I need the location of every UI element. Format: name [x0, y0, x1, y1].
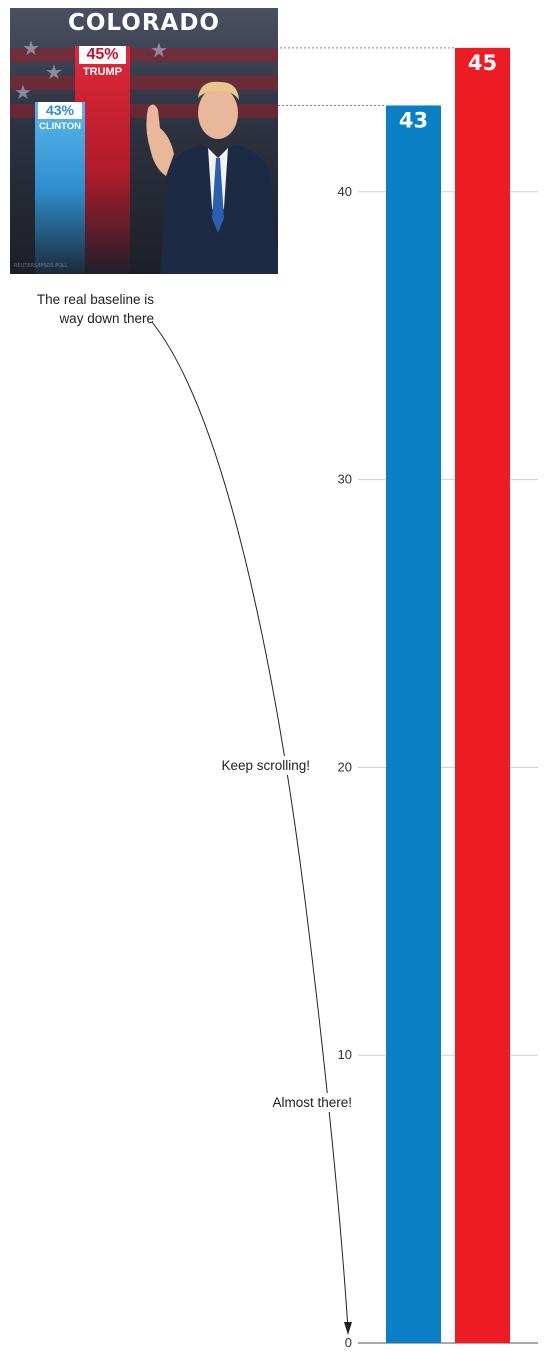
- annotation-baseline-line: The real baseline is: [36, 292, 154, 307]
- arrowhead-icon: [344, 1322, 352, 1335]
- annotation-baseline: The real baseline is way down there: [37, 290, 154, 328]
- y-tick-label: 40: [338, 184, 352, 199]
- bar-value-label: 43: [399, 108, 428, 132]
- inset-credit: REUTERS/IPSOS POLL: [14, 263, 68, 269]
- y-tick-label: 30: [338, 472, 352, 487]
- inset-clinton-name: CLINTON: [38, 121, 82, 132]
- y-tick-label: 10: [338, 1047, 352, 1062]
- bar-trump: [455, 47, 510, 1343]
- inset-label-clinton: 43% CLINTON: [35, 102, 85, 132]
- y-tick-label: 20: [338, 759, 352, 774]
- inset-trump-pct: 45%: [79, 46, 126, 64]
- inset-bar-clinton: [35, 102, 85, 274]
- inset-trump-name: TRUMP: [82, 66, 123, 78]
- inset-label-trump: 45% TRUMP: [75, 46, 130, 78]
- star-icon: ★: [150, 38, 168, 62]
- arrow-line: [151, 321, 349, 1331]
- person-photo: [146, 81, 278, 274]
- star-icon: ★: [22, 36, 40, 60]
- star-icon: ★: [45, 60, 63, 84]
- y-tick-label: 0: [345, 1335, 352, 1350]
- inset-title: COLORADO: [68, 10, 220, 36]
- annotation-keep-scrolling: Keep scrolling!: [219, 756, 312, 775]
- bar-clinton: [386, 105, 441, 1344]
- bar-value-label: 45: [468, 51, 497, 75]
- annotation-baseline-line: way down there: [59, 311, 154, 326]
- misleading-inset-graphic: ★ ★ ★ ★ COLORADO 45% TRUMP 43% CLINTON R…: [10, 8, 278, 274]
- star-icon: ★: [14, 80, 32, 104]
- annotation-almost-there: Almost there!: [270, 1093, 354, 1112]
- inset-clinton-pct: 43%: [38, 102, 82, 119]
